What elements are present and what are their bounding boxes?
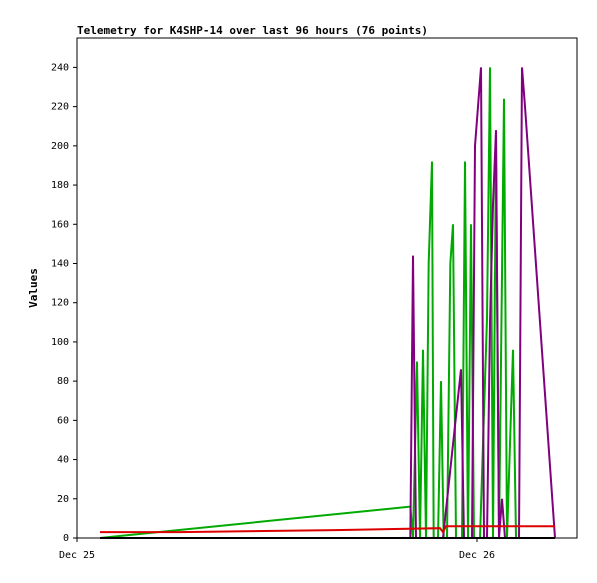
y-tick-label: 200 [51, 141, 69, 152]
x-tick-label: Dec 26 [459, 550, 495, 561]
x-tick-label: Dec 25 [59, 550, 95, 561]
y-tick-label: 140 [51, 258, 69, 269]
y-tick-label: 120 [51, 298, 69, 309]
y-tick-label: 20 [57, 494, 69, 505]
chart-title: Telemetry for K4SHP-14 over last 96 hour… [77, 24, 428, 37]
series-line [100, 525, 555, 534]
y-tick-label: 60 [57, 415, 69, 426]
y-tick-label: 180 [51, 180, 69, 191]
y-tick-label: 160 [51, 219, 69, 230]
y-tick-label: 100 [51, 337, 69, 348]
y-axis-label: Values [27, 268, 40, 308]
y-tick-label: 240 [51, 62, 69, 73]
y-tick-label: 220 [51, 102, 69, 113]
y-tick-label: 80 [57, 376, 69, 387]
y-tick-label: 0 [63, 533, 69, 544]
y-tick-label: 40 [57, 455, 69, 466]
